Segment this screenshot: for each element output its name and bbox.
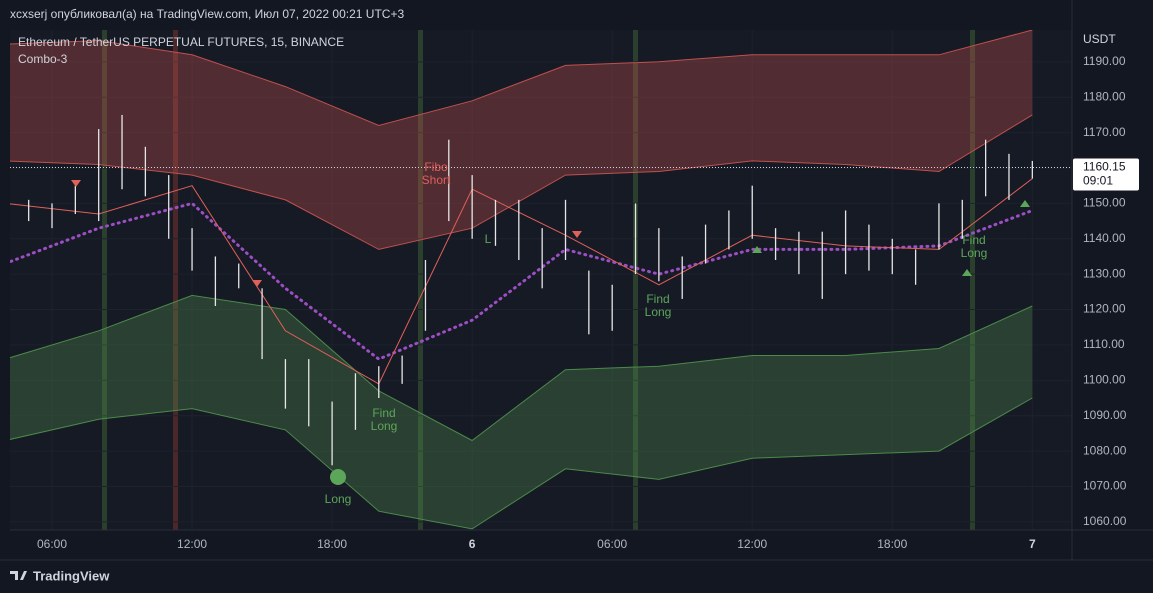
session-bar [173,30,178,530]
long-marker [1020,200,1030,207]
chart-title: Ethereum / TetherUS PERPETUAL FUTURES, 1… [18,35,344,49]
annotation: Find [962,233,985,247]
series-line [10,294,1033,442]
y-tick-label: 1100.00 [1083,372,1126,386]
axis-unit: USDT [1083,32,1116,46]
plot [10,30,1072,530]
short-marker [252,280,262,287]
y-tick-label: 1190.00 [1083,54,1126,68]
y-tick-label: 1060.00 [1083,514,1127,528]
x-tick-label: 7 [1029,537,1036,551]
annotation: Find [646,292,669,306]
series-line [10,30,1033,127]
annotation: Find [372,406,395,420]
annotation: Fibo [424,160,448,174]
annotation: Long [371,419,398,433]
indicator-name: Combo-3 [18,52,68,66]
annotation: Long [961,246,988,260]
annotation: Long [325,492,352,506]
x-tick-label: 18:00 [877,537,907,551]
x-tick-label: 18:00 [317,537,347,551]
y-tick-label: 1130.00 [1083,266,1126,280]
countdown-label: 09:01 [1083,174,1113,188]
x-tick-label: 6 [469,537,476,551]
y-tick-label: 1110.00 [1083,337,1125,351]
logo: TradingView [10,568,110,583]
y-tick-label: 1090.00 [1083,408,1127,422]
session-highlights [102,30,975,530]
last-price-label: 1160.15 [1083,160,1126,174]
y-tick-label: 1120.00 [1083,302,1126,316]
band-area [10,295,1033,529]
markers [71,180,1030,485]
x-tick-label: 06:00 [37,537,67,551]
x-tick-label: 12:00 [177,537,207,551]
session-bar [633,30,638,530]
short-marker [71,180,81,187]
y-tick-label: 1140.00 [1083,231,1126,245]
x-tick-label: 06:00 [597,537,627,551]
session-bar [970,30,975,530]
long-marker [752,246,762,253]
annotation: Short [422,173,451,187]
y-tick-label: 1180.00 [1083,89,1126,103]
long-signal [330,469,346,485]
annotation: Long [645,305,672,319]
logo-icon [10,571,27,580]
last-price-box [1073,158,1139,191]
annotation: L [485,232,492,246]
dotted-average [10,201,1034,361]
series-line [10,397,1033,530]
plot-area [10,30,1072,530]
short-marker [572,231,582,238]
published-note: xcxserj опубликовал(а) на TradingView.co… [10,7,404,21]
y-tick-label: 1150.00 [1083,196,1126,210]
y-tick-label: 1080.00 [1083,443,1127,457]
session-bar [102,30,107,530]
y-tick-label: 1170.00 [1083,125,1126,139]
long-marker [962,269,972,276]
brand: TradingView [33,568,110,583]
session-bar [418,30,423,530]
y-tick-label: 1070.00 [1083,479,1127,493]
x-tick-label: 12:00 [737,537,767,551]
